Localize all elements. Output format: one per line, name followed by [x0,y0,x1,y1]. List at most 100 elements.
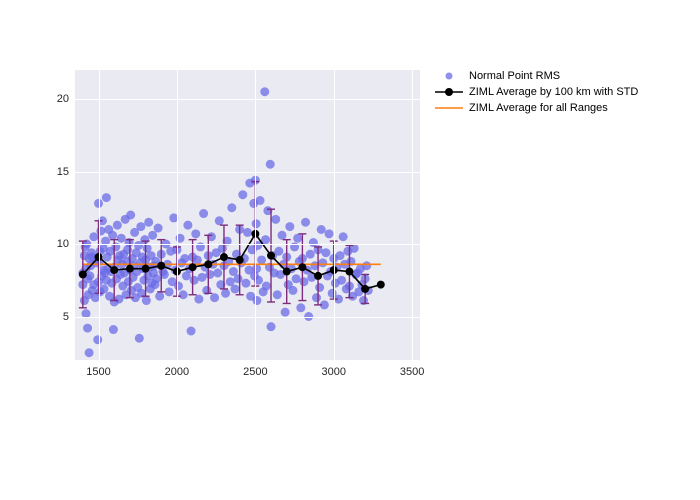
legend-marker [435,70,463,82]
x-tick-label: 3000 [322,366,346,378]
scatter-point [136,222,145,231]
gridline-horizontal [75,99,420,100]
binned-marker [110,266,118,274]
scatter-point [256,196,265,205]
scatter-point [187,327,196,336]
scatter-point [113,221,122,230]
scatter-point [109,325,118,334]
binned-marker [142,265,150,273]
scatter-point [179,290,188,299]
binned-marker [204,260,212,268]
x-tick-label: 1500 [86,366,110,378]
y-tick-label: 5 [49,311,69,323]
gridline-horizontal [75,172,420,173]
scatter-point [142,296,151,305]
scatter-point [315,283,324,292]
scatter-point [260,87,269,96]
scatter-point [183,221,192,230]
scatter-point [306,250,315,259]
scatter-point [135,334,144,343]
legend-item: ZIML Average by 100 km with STD [435,86,638,98]
scatter-point [293,234,302,243]
scatter-point [194,295,203,304]
scatter-point [234,274,243,283]
scatter-point [292,274,301,283]
y-tick-label: 20 [49,93,69,105]
binned-marker [236,256,244,264]
legend-label: ZIML Average by 100 km with STD [469,86,638,98]
legend-item: Normal Point RMS [435,70,638,82]
scatter-point [257,255,266,264]
gridline-horizontal [75,317,420,318]
binned-marker [377,281,385,289]
scatter-point [312,293,321,302]
scatter-point [273,290,282,299]
scatter-point [85,271,94,280]
scatter-point [285,222,294,231]
scatter-point [336,251,345,260]
legend-marker [435,86,463,98]
scatter-point [148,231,157,240]
scatter-point [155,292,164,301]
scatter-point [267,322,276,331]
scatter-point [108,231,117,240]
binned-marker [361,285,369,293]
legend-label: Normal Point RMS [469,70,560,82]
scatter-point [221,289,230,298]
scatter-point [281,308,290,317]
scatter-point [337,276,346,285]
scatter-point [190,276,199,285]
scatter-point [299,277,308,286]
legend: Normal Point RMS ZIML Average by 100 km w… [435,70,638,118]
scatter-point [154,224,163,233]
binned-marker [298,263,306,271]
scatter-point [238,190,247,199]
scatter-point [102,193,111,202]
scatter-point [83,324,92,333]
scatter-point [210,293,219,302]
y-tick-label: 10 [49,238,69,250]
gridline-horizontal [75,244,420,245]
scatter-point [241,279,250,288]
binned-marker [283,268,291,276]
scatter-point [174,282,183,291]
scatter-point [85,348,94,357]
binned-marker [189,263,197,271]
scatter-point [213,269,222,278]
scatter-point [100,284,109,293]
scatter-point [126,211,135,220]
scatter-point [266,160,275,169]
scatter-point [180,254,189,263]
scatter-point [199,209,208,218]
scatter-point [317,225,326,234]
scatter-point [339,232,348,241]
x-tick-label: 2000 [165,366,189,378]
scatter-point [215,216,224,225]
scatter-point [321,248,330,257]
legend-label: ZIML Average for all Ranges [469,102,608,114]
scatter-point [191,229,200,238]
scatter-point [230,284,239,293]
scatter-point [296,303,305,312]
binned-marker [314,272,322,280]
scatter-point [318,258,327,267]
scatter-point [262,282,271,291]
plot-area [75,70,420,360]
scatter-point [252,264,261,273]
scatter-point [274,247,283,256]
legend-marker [435,102,463,114]
scatter-point [165,287,174,296]
binned-marker [220,253,228,261]
scatter-point [301,218,310,227]
scatter-point [198,273,207,282]
scatter-point [205,270,214,279]
scatter-point [278,231,287,240]
scatter-point [89,232,98,241]
scatter-point [271,215,280,224]
binned-marker [126,265,134,273]
binned-marker [79,270,87,278]
chart-container: Normal Point RMS ZIML Average by 100 km w… [0,0,700,500]
binned-marker [157,262,165,270]
scatter-point [144,218,153,227]
scatter-point [117,234,126,243]
